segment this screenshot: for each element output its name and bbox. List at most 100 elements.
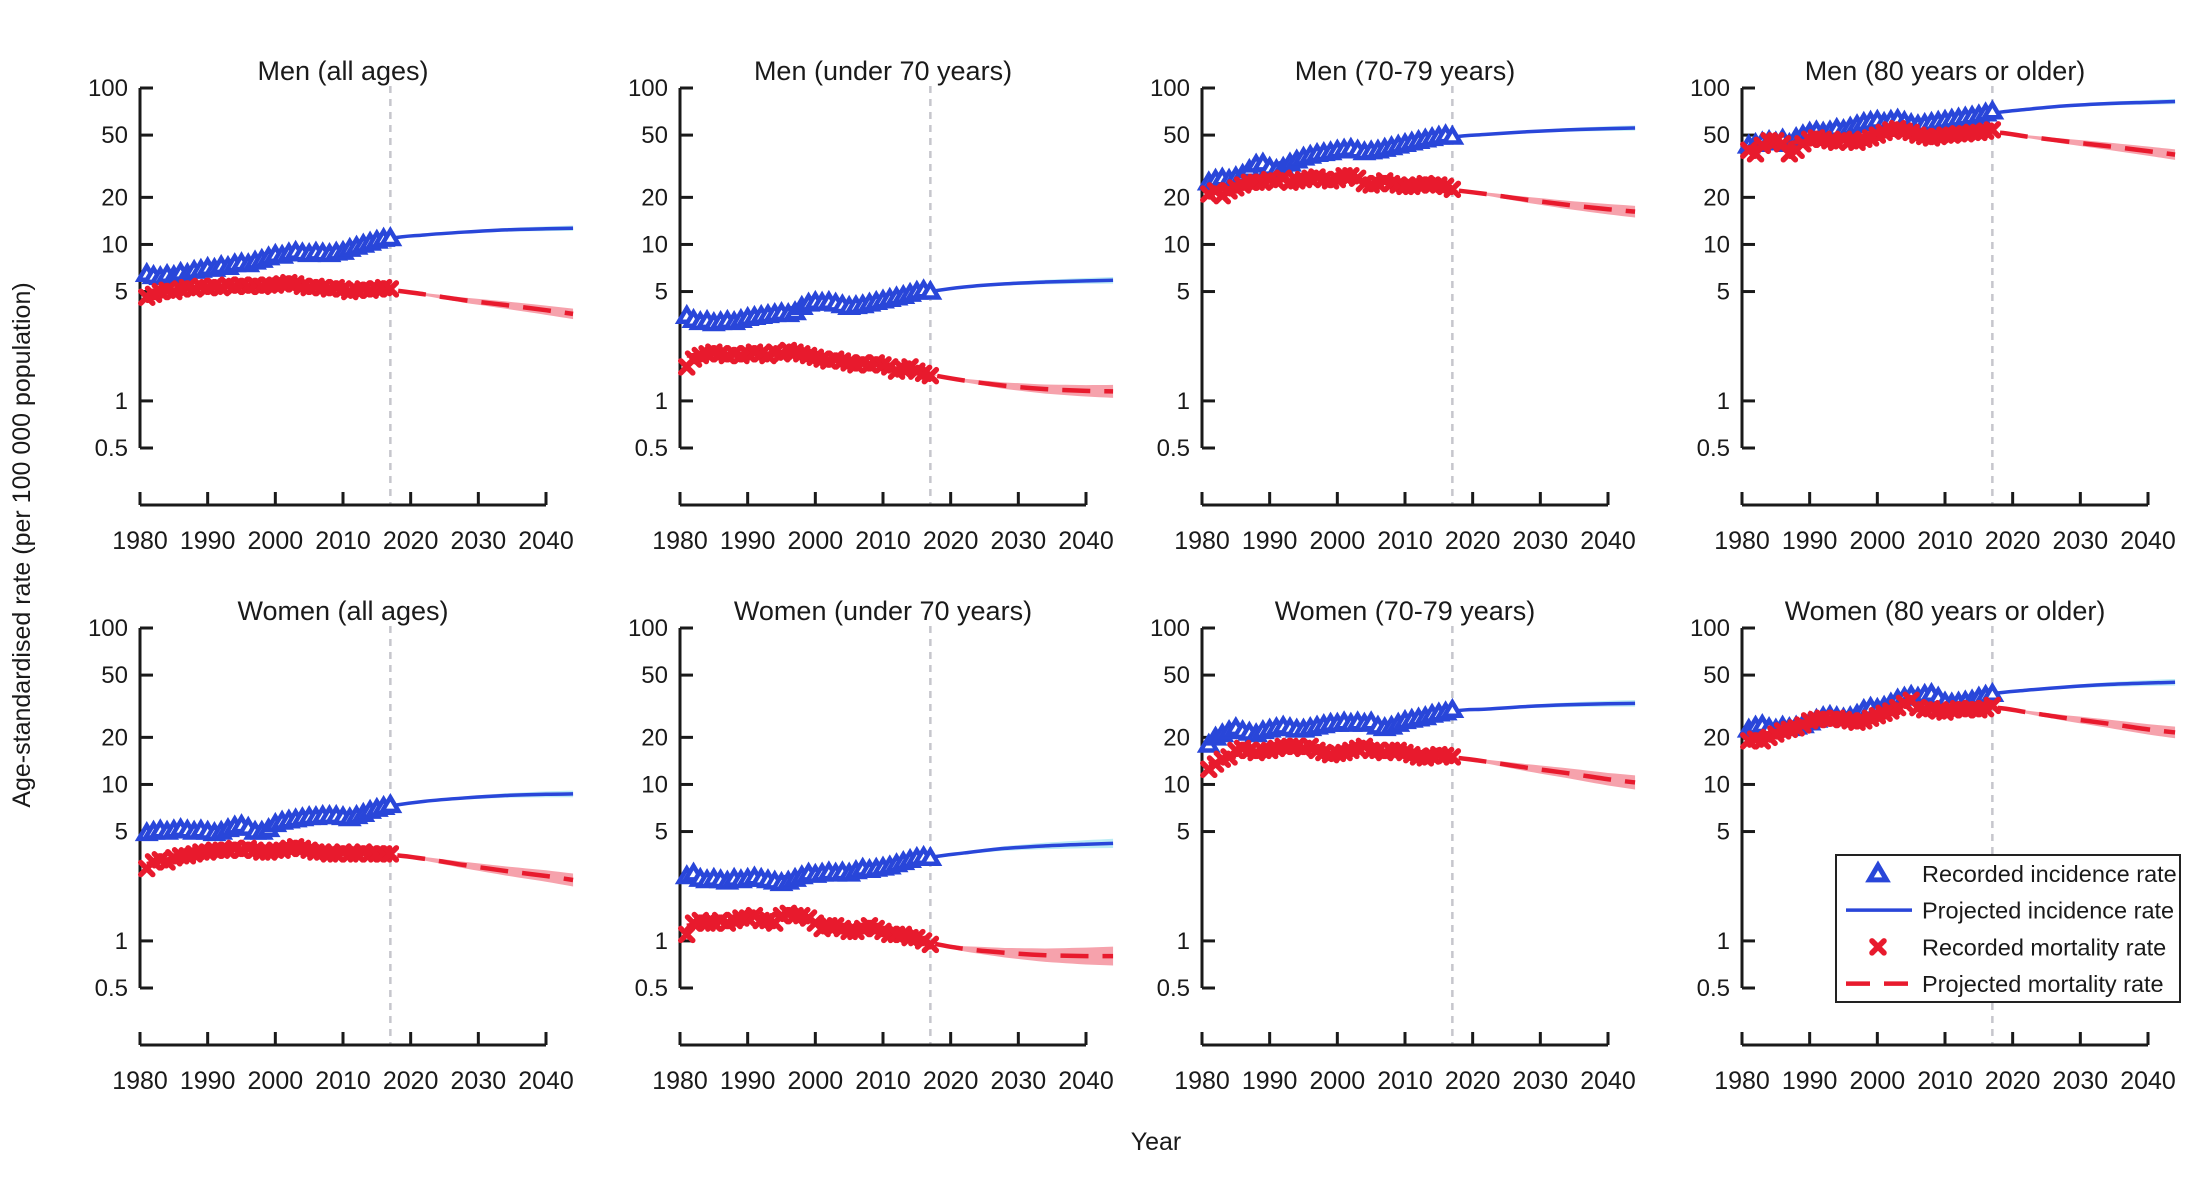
mortality-confidence-band xyxy=(1452,757,1636,790)
recorded-mortality-series xyxy=(678,904,940,954)
y-tick-label: 100 xyxy=(1150,75,1190,102)
panel-men-80-years-or-older: Men (80 years or older)100502010510.5198… xyxy=(1690,56,2176,555)
x-tick-label: 1980 xyxy=(652,527,708,555)
panel-title: Men (under 70 years) xyxy=(754,56,1012,86)
x-tick-label: 2000 xyxy=(248,1067,304,1095)
y-axis: 100 50 20 10 5 1 0.5 xyxy=(1690,615,1755,1002)
legend-item-projected-incidence-rate: Projected incidence rate xyxy=(1846,898,2174,924)
y-tick-label: 10 xyxy=(641,231,668,258)
x-tick-label: 2030 xyxy=(991,527,1047,555)
y-tick-label: 10 xyxy=(101,771,128,798)
x-tick-label: 2010 xyxy=(315,1067,371,1095)
x-tick-label: 2020 xyxy=(1445,1067,1501,1095)
x-tick-label: 2010 xyxy=(1377,1067,1433,1095)
y-tick-label: 50 xyxy=(641,122,668,149)
y-tick-label: 50 xyxy=(1703,662,1730,689)
y-tick-label: 1 xyxy=(115,388,128,415)
panel-title: Men (70-79 years) xyxy=(1295,56,1516,86)
x-axis: 1980 1990 2000 2010 2020 2030 2040 xyxy=(652,492,1114,555)
y-tick-label: 10 xyxy=(1703,771,1730,798)
y-tick-label: 1 xyxy=(115,928,128,955)
x-tick-label: 1980 xyxy=(1174,1067,1230,1095)
x-tick-label: 1980 xyxy=(112,1067,168,1095)
y-axis: 100 50 20 10 5 1 0.5 xyxy=(628,615,693,1002)
x-tick-label: 2040 xyxy=(1058,527,1114,555)
x-tick-label: 2010 xyxy=(1377,527,1433,555)
x-axis: 1980 1990 2000 2010 2020 2030 2040 xyxy=(1714,1032,2176,1095)
y-tick-label: 0.5 xyxy=(1157,435,1190,462)
x-tick-label: 2030 xyxy=(1513,1067,1569,1095)
recorded-mortality-series xyxy=(678,341,940,385)
y-tick-label: 1 xyxy=(1717,928,1730,955)
y-axis: 100 50 20 10 5 1 0.5 xyxy=(1150,615,1215,1002)
y-tick-label: 0.5 xyxy=(95,975,128,1002)
x-tick-label: 1990 xyxy=(1242,527,1298,555)
x-tick-label: 2040 xyxy=(1058,1067,1114,1095)
y-tick-label: 20 xyxy=(1703,184,1730,211)
y-tick-label: 5 xyxy=(1177,819,1190,846)
y-tick-label: 100 xyxy=(88,75,128,102)
mortality-confidence-band xyxy=(1992,132,2176,160)
recorded-incidence-series xyxy=(674,844,943,892)
panel-title: Women (80 years or older) xyxy=(1785,596,2106,626)
x-tick-label: 2000 xyxy=(1850,527,1906,555)
x-tick-label: 2020 xyxy=(383,1067,439,1095)
y-tick-label: 5 xyxy=(1177,279,1190,306)
y-tick-label: 50 xyxy=(1163,122,1190,149)
legend-box xyxy=(1835,854,2181,1003)
y-tick-label: 100 xyxy=(88,615,128,642)
y-tick-label: 1 xyxy=(1177,388,1190,415)
y-axis: 100 50 20 10 5 1 0.5 xyxy=(88,615,153,1002)
y-axis: 100 50 20 10 5 1 0.5 xyxy=(1690,75,1755,462)
y-tick-label: 5 xyxy=(115,819,128,846)
x-tick-label: 2020 xyxy=(1445,527,1501,555)
y-tick-label: 100 xyxy=(628,615,668,642)
y-tick-label: 20 xyxy=(1163,724,1190,751)
x-tick-label: 2020 xyxy=(923,1067,979,1095)
recorded-incidence-series xyxy=(1196,697,1465,753)
legend: Recorded incidence rate Projected inciden… xyxy=(1835,854,2181,1003)
recorded-mortality-series xyxy=(1200,166,1462,205)
panel-title: Women (all ages) xyxy=(237,596,448,626)
legend-item-label: Projected mortality rate xyxy=(1922,971,2164,997)
y-tick-label: 0.5 xyxy=(1157,975,1190,1002)
x-tick-label: 2040 xyxy=(2120,527,2176,555)
x-tick-label: 1990 xyxy=(720,527,776,555)
y-tick-label: 10 xyxy=(1703,231,1730,258)
y-tick-label: 20 xyxy=(101,724,128,751)
x-tick-label: 2000 xyxy=(1850,1067,1906,1095)
x-tick-label: 1990 xyxy=(1242,1067,1298,1095)
y-tick-label: 1 xyxy=(655,928,668,955)
x-tick-label: 2030 xyxy=(2053,527,2109,555)
y-tick-label: 1 xyxy=(1177,928,1190,955)
x-tick-label: 2020 xyxy=(383,527,439,555)
x-tick-label: 2040 xyxy=(2120,1067,2176,1095)
x-axis: 1980 1990 2000 2010 2020 2030 2040 xyxy=(1714,492,2176,555)
y-tick-label: 0.5 xyxy=(95,435,128,462)
x-tick-label: 2010 xyxy=(315,527,371,555)
x-tick-label: 2000 xyxy=(1310,527,1366,555)
panel-title: Women (under 70 years) xyxy=(734,596,1032,626)
y-tick-label: 50 xyxy=(1163,662,1190,689)
recorded-incidence-series xyxy=(134,226,403,286)
x-tick-label: 1990 xyxy=(180,527,236,555)
x-tick-label: 2000 xyxy=(248,527,304,555)
y-tick-label: 0.5 xyxy=(1697,975,1730,1002)
y-tick-label: 5 xyxy=(115,279,128,306)
x-tick-label: 2010 xyxy=(855,1067,911,1095)
x-tick-label: 2010 xyxy=(855,527,911,555)
x-tick-label: 2020 xyxy=(1985,527,2041,555)
x-tick-label: 1980 xyxy=(652,1067,708,1095)
x-tick-label: 1980 xyxy=(1714,527,1770,555)
y-tick-label: 100 xyxy=(1150,615,1190,642)
y-tick-label: 50 xyxy=(1703,122,1730,149)
x-tick-label: 2000 xyxy=(788,1067,844,1095)
panel-title: Women (70-79 years) xyxy=(1275,596,1536,626)
y-tick-label: 1 xyxy=(655,388,668,415)
x-tick-label: 1990 xyxy=(720,1067,776,1095)
x-tick-label: 2030 xyxy=(451,527,507,555)
